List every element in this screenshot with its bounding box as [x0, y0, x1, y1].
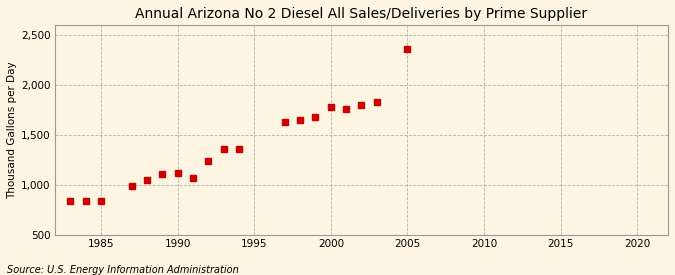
- Y-axis label: Thousand Gallons per Day: Thousand Gallons per Day: [7, 61, 17, 199]
- Point: [142, 177, 153, 182]
- Point: [65, 199, 76, 203]
- Point: [218, 147, 229, 151]
- Point: [95, 199, 106, 204]
- Text: Source: U.S. Energy Information Administration: Source: U.S. Energy Information Administ…: [7, 265, 238, 275]
- Point: [356, 103, 367, 107]
- Point: [279, 120, 290, 124]
- Point: [325, 104, 336, 109]
- Point: [80, 199, 91, 203]
- Point: [402, 47, 413, 51]
- Title: Annual Arizona No 2 Diesel All Sales/Deliveries by Prime Supplier: Annual Arizona No 2 Diesel All Sales/Del…: [136, 7, 587, 21]
- Point: [234, 147, 244, 152]
- Point: [371, 100, 382, 104]
- Point: [157, 172, 167, 176]
- Point: [310, 115, 321, 119]
- Point: [188, 175, 198, 180]
- Point: [341, 107, 352, 111]
- Point: [126, 183, 137, 188]
- Point: [202, 158, 213, 163]
- Point: [172, 171, 183, 175]
- Point: [295, 118, 306, 122]
